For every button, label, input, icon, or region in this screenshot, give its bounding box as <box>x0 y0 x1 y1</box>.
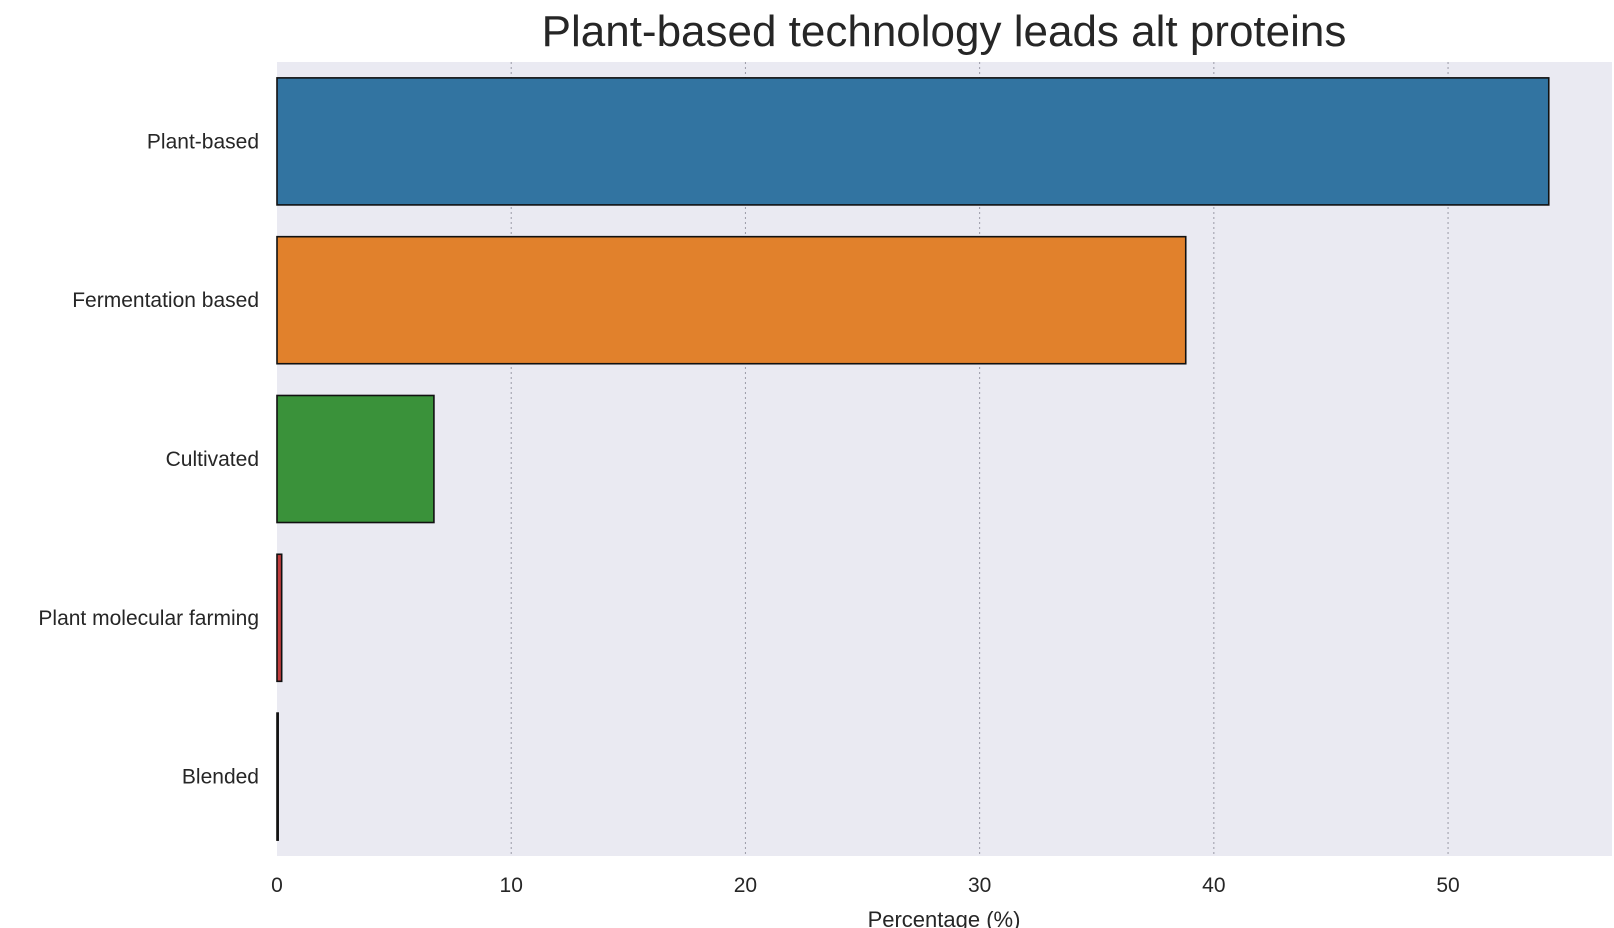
y-category-label: Fermentation based <box>72 289 259 312</box>
x-tick-label: 30 <box>968 874 991 897</box>
bars <box>276 77 1550 841</box>
chart-title: Plant-based technology leads alt protein… <box>542 7 1347 56</box>
gridlines <box>510 62 1449 856</box>
bar-fermentation-based <box>276 235 1187 365</box>
x-axis-label: Percentage (%) <box>868 907 1021 928</box>
y-category-label: Cultivated <box>166 448 259 471</box>
bar-cultivated <box>276 394 435 524</box>
x-tick-label: 50 <box>1436 874 1459 897</box>
y-axis-categories: Plant-based Fermentation based Cultivated P… <box>38 130 259 788</box>
x-tick-label: 40 <box>1202 874 1225 897</box>
x-tick-label: 20 <box>734 874 757 897</box>
y-category-label: Plant-based <box>147 130 259 153</box>
y-category-label: Plant molecular farming <box>38 607 259 630</box>
x-tick-label: 0 <box>271 874 283 897</box>
bar-plant-based <box>276 77 1550 206</box>
y-category-label: Blended <box>182 766 259 789</box>
bar-plant-molecular-farming <box>276 553 283 683</box>
bar-blended <box>276 712 279 841</box>
x-tick-label: 10 <box>500 874 523 897</box>
x-axis-ticks: 0 10 20 30 40 50 <box>271 874 1460 897</box>
